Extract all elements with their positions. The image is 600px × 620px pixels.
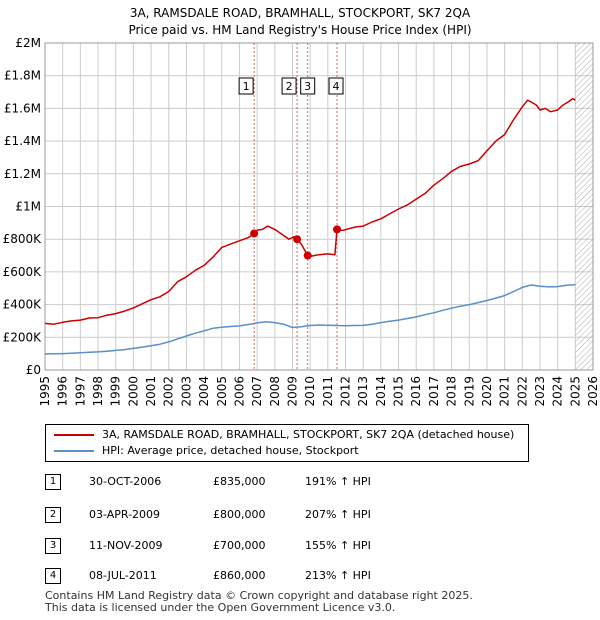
- legend-swatch-hpi: [54, 450, 94, 452]
- x-tick-label: 2013: [356, 376, 370, 407]
- sale-point: [303, 251, 312, 260]
- y-tick-label: £400K: [3, 298, 43, 312]
- x-tick-label: 2002: [162, 376, 176, 407]
- transaction-marker-box: [328, 77, 344, 95]
- x-tick-label: 2018: [445, 376, 459, 407]
- x-tick-label: 2026: [586, 376, 600, 407]
- x-tick-label: 1997: [73, 376, 87, 407]
- table-row: 4 08-JUL-2011 £860,000 213% ↑ HPI: [45, 568, 445, 584]
- y-tick-label: £1.4M: [4, 134, 41, 148]
- x-tick-label: 2019: [462, 376, 476, 407]
- x-tick-label: 2012: [339, 376, 353, 407]
- x-tick-label: 2021: [498, 376, 512, 407]
- x-tick-label: 2008: [268, 376, 282, 407]
- transaction-price: £835,000: [213, 475, 266, 488]
- x-tick-label: 2016: [409, 376, 423, 407]
- transaction-marker-label: 2: [286, 80, 293, 93]
- transaction-date: 11-NOV-2009: [89, 539, 163, 552]
- y-tick-label: £2M: [15, 36, 41, 50]
- price-chart: £0 £200K £400K £600K £800K £1M £1.2M £1.4M £1.6M…: [3, 36, 600, 407]
- x-tick-label: 1999: [109, 376, 123, 407]
- transaction-hpi: 155% ↑ HPI: [305, 539, 371, 552]
- y-tick-label: £1.8M: [4, 69, 41, 83]
- footer-copyright: Contains HM Land Registry data © Crown c…: [45, 589, 473, 602]
- sale-point: [293, 235, 302, 244]
- x-tick-label: 2001: [144, 376, 158, 407]
- chart-subtitle: Price paid vs. HM Land Registry's House …: [128, 23, 472, 37]
- y-tick-label: £200K: [3, 330, 43, 344]
- x-tick-label: 2025: [568, 376, 582, 407]
- transaction-price: £700,000: [213, 539, 266, 552]
- y-tick-label: £600K: [3, 265, 43, 279]
- x-tick-label: 2017: [427, 376, 441, 407]
- x-tick-label: 2006: [232, 376, 246, 407]
- footer-licence: This data is licensed under the Open Gov…: [45, 601, 396, 614]
- y-tick-label: £800K: [3, 232, 43, 246]
- transaction-marker-label: 3: [304, 80, 311, 93]
- transaction-marker-box: [300, 77, 316, 95]
- transaction-number: 2: [45, 507, 61, 523]
- x-tick-label: 2023: [533, 376, 547, 407]
- legend-label-property: 3A, RAMSDALE ROAD, BRAMHALL, STOCKPORT, …: [102, 428, 515, 441]
- transaction-hpi: 213% ↑ HPI: [305, 569, 371, 582]
- x-tick-label: 2020: [480, 376, 494, 407]
- x-tick-label: 2000: [126, 376, 140, 407]
- transaction-date: 08-JUL-2011: [89, 569, 157, 582]
- y-tick-label: £1.2M: [4, 167, 41, 181]
- transaction-number: 1: [45, 474, 61, 490]
- x-tick-label: 1996: [56, 376, 70, 407]
- x-tick-label: 2014: [374, 376, 388, 407]
- x-tick-label: 2007: [250, 376, 264, 407]
- table-row: 1 30-OCT-2006 £835,000 191% ↑ HPI: [45, 474, 445, 490]
- x-tick-label: 2015: [392, 376, 406, 407]
- legend-label-hpi: HPI: Average price, detached house, Stoc…: [102, 444, 359, 457]
- future-hatch-region: [575, 43, 593, 370]
- transaction-number: 3: [45, 538, 61, 554]
- sale-point: [333, 225, 342, 234]
- x-tick-label: 2022: [515, 376, 529, 407]
- transaction-hpi: 207% ↑ HPI: [305, 508, 371, 521]
- table-row: 3 11-NOV-2009 £700,000 155% ↑ HPI: [45, 538, 445, 554]
- sale-point: [250, 229, 259, 238]
- chart-title: 3A, RAMSDALE ROAD, BRAMHALL, STOCKPORT, …: [129, 6, 471, 20]
- transaction-marker-box: [281, 77, 297, 95]
- footer: Contains HM Land Registry data © Crown c…: [45, 590, 473, 614]
- x-tick-label: 1995: [38, 376, 52, 407]
- transaction-date: 30-OCT-2006: [89, 475, 162, 488]
- transaction-price: £860,000: [213, 569, 266, 582]
- transaction-marker-label: 1: [243, 80, 250, 93]
- transaction-hpi: 191% ↑ HPI: [305, 475, 371, 488]
- x-tick-label: 2011: [321, 376, 335, 407]
- property-price-line: [44, 97, 576, 325]
- x-tick-label: 2010: [303, 376, 317, 407]
- hpi-line: [44, 283, 576, 355]
- x-tick-label: 2004: [197, 376, 211, 407]
- x-tick-label: 1998: [91, 376, 105, 407]
- x-tick-label: 2009: [285, 376, 299, 407]
- transaction-date: 03-APR-2009: [89, 508, 161, 521]
- x-tick-label: 2005: [215, 376, 229, 407]
- transaction-marker-box: [238, 77, 254, 95]
- y-tick-label: £1.6M: [4, 101, 41, 115]
- plot-frame: [44, 42, 594, 371]
- x-tick-label: 2003: [179, 376, 193, 407]
- y-tick-label: £0: [26, 363, 41, 377]
- table-row: 2 03-APR-2009 £800,000 207% ↑ HPI: [45, 507, 445, 523]
- transaction-marker-label: 4: [333, 80, 340, 93]
- transaction-price: £800,000: [213, 508, 266, 521]
- legend: 3A, RAMSDALE ROAD, BRAMHALL, STOCKPORT, …: [45, 424, 529, 462]
- legend-swatch-property: [54, 434, 94, 436]
- y-tick-label: £1M: [15, 200, 41, 214]
- transaction-number: 4: [45, 568, 61, 584]
- x-tick-label: 2024: [551, 376, 565, 407]
